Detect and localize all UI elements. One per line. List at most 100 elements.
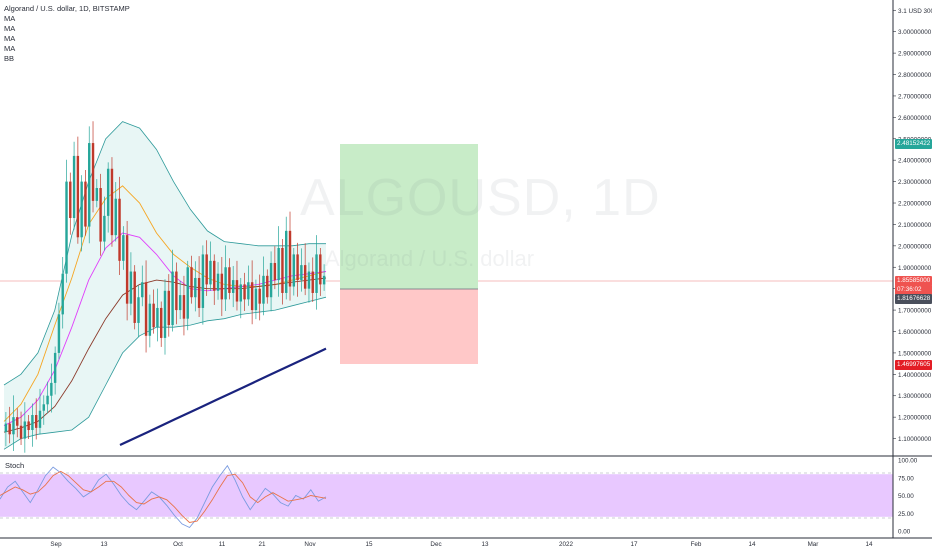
loss-zone[interactable]: [340, 289, 478, 364]
watermark-symbol: ALGOUSD, 1D: [300, 169, 661, 227]
candle-body: [46, 395, 49, 405]
entry-price-tag: 1.81676628: [895, 294, 932, 304]
price-tick-label: 1.50000000: [898, 350, 932, 357]
time-tick-label: 15: [365, 541, 373, 548]
candle-body: [110, 168, 114, 236]
candle-body: [88, 143, 91, 227]
candle-body: [72, 155, 76, 219]
candle-body: [27, 421, 30, 431]
candle-body: [197, 277, 201, 308]
legend-indicator-ma-4[interactable]: MA: [4, 44, 16, 53]
time-axis[interactable]: Sep 13 Oct 11 21 Nov 15 Dec 13 2022 17 Feb 14 Mar 14: [50, 541, 873, 548]
time-tick-label: 21: [258, 541, 266, 548]
bb-upper-line: [3, 121, 326, 386]
candle-body: [175, 271, 178, 311]
candle-body: [205, 254, 208, 285]
candle-body: [288, 230, 292, 287]
candle-body: [23, 421, 27, 439]
price-tick-label: 2.40000000: [898, 158, 932, 165]
legend-indicator-ma-2[interactable]: MA: [4, 24, 16, 33]
legend-indicator-ma-3[interactable]: MA: [4, 34, 16, 43]
legend-indicator-ma-1[interactable]: MA: [4, 14, 16, 23]
candle-body: [50, 382, 53, 396]
time-tick-label: Nov: [304, 541, 316, 548]
candle-body: [303, 265, 307, 289]
time-tick-label: 14: [748, 541, 756, 548]
time-tick-label: 13: [481, 541, 489, 548]
candle-body: [42, 404, 45, 411]
time-tick-label: 11: [219, 541, 226, 548]
stoch-axis[interactable]: 100.00 75.00 50.00 25.00 0.00: [898, 458, 918, 536]
candle-body: [156, 307, 159, 328]
price-tick-label: 1.30000000: [898, 393, 932, 400]
price-tick-label: 3.1 USD 300: [898, 8, 932, 15]
candle-body: [220, 273, 224, 300]
candle-body: [190, 267, 193, 298]
candle-body: [315, 254, 318, 293]
time-tick-label: Mar: [808, 541, 819, 548]
time-tick-label: 2022: [559, 541, 574, 548]
stoch-tick-label: 100.00: [898, 458, 918, 465]
candle-body: [254, 288, 258, 311]
candle-body: [103, 215, 106, 242]
candle-body: [228, 267, 231, 293]
candle-body: [133, 271, 136, 323]
candle-body: [144, 282, 148, 336]
candle-body: [201, 254, 205, 308]
candle-body: [148, 303, 152, 336]
candle-body: [31, 415, 34, 431]
candle-body: [247, 282, 250, 300]
candle-body: [38, 410, 42, 428]
candle-body: [106, 168, 110, 216]
candle-body: [114, 198, 117, 236]
candle-body: [213, 260, 216, 291]
stoch-pane-label[interactable]: Stoch: [5, 461, 25, 470]
candle-body: [277, 247, 280, 281]
stoch-d-line: [0, 470, 327, 523]
candle-body: [19, 425, 23, 439]
last-price-tag: 1.85585000: [895, 276, 932, 286]
candle-body: [8, 423, 11, 435]
price-tick-label: 2.30000000: [898, 179, 932, 186]
candle-body: [61, 273, 64, 315]
countdown-tag: 07:36:02: [895, 285, 932, 295]
candle-body: [171, 271, 174, 326]
price-tick-label: 2.80000000: [898, 72, 932, 79]
candle-body: [224, 267, 227, 300]
candle-body: [322, 275, 326, 285]
legend-indicator-bb[interactable]: BB: [4, 54, 15, 63]
candle-body: [4, 423, 8, 433]
price-tick-label: 1.40000000: [898, 372, 932, 379]
candle-body: [311, 271, 314, 293]
candle-body: [99, 188, 102, 242]
time-tick-label: Feb: [691, 541, 702, 548]
candle-body: [239, 284, 242, 302]
price-tick-label: 2.10000000: [898, 222, 932, 229]
candle-body: [69, 181, 72, 219]
candle-body: [163, 290, 167, 338]
candle-body: [300, 265, 303, 281]
stop-price-tag: 1.46997605: [895, 360, 932, 370]
price-tick-label: 2.90000000: [898, 51, 932, 58]
chart-legend: Algorand / U.S. dollar, 1D, BITSTAMP MA …: [4, 4, 130, 64]
candle-body: [141, 282, 144, 298]
candle-body: [235, 280, 239, 302]
price-tick-label: 1.70000000: [898, 308, 932, 315]
candle-body: [152, 303, 155, 328]
legend-title[interactable]: Algorand / U.S. dollar, 1D, BITSTAMP: [4, 4, 130, 13]
candle-body: [16, 417, 19, 426]
watermark-name: Algorand / U.S. dollar: [325, 246, 535, 271]
price-axis[interactable]: 3.1 USD 300 3.00000000 2.90000000 2.8000000…: [893, 8, 932, 443]
candle-body: [182, 295, 186, 319]
time-tick-label: 13: [100, 541, 108, 548]
time-tick-label: Sep: [50, 541, 62, 548]
stoch-tick-label: 25.00: [898, 511, 914, 518]
stoch-tick-label: 75.00: [898, 475, 914, 482]
candle-body: [307, 271, 311, 289]
price-tick-label: 1.90000000: [898, 265, 932, 272]
price-tick-label: 2.70000000: [898, 93, 932, 100]
price-tick-label: 2.20000000: [898, 201, 932, 208]
candle-body: [65, 181, 68, 274]
profit-zone[interactable]: [340, 144, 478, 289]
